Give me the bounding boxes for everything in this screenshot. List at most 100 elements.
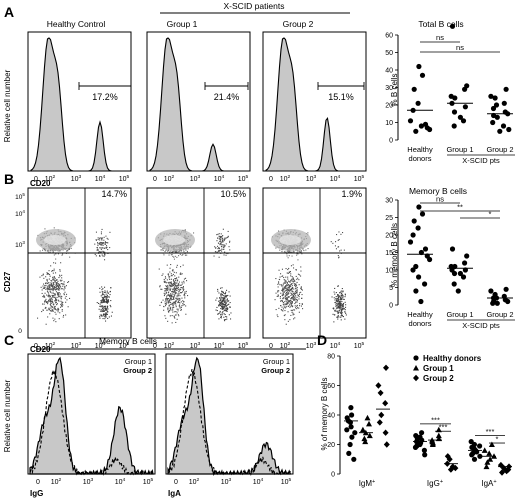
data-point-healthy bbox=[347, 441, 353, 448]
event-dot bbox=[286, 301, 288, 303]
event-dot bbox=[165, 305, 167, 307]
event-dot bbox=[64, 297, 66, 299]
event-dot bbox=[60, 298, 62, 300]
event-dot bbox=[224, 306, 226, 308]
event-dot bbox=[169, 278, 171, 280]
event-dot bbox=[105, 235, 107, 237]
event-dot bbox=[173, 298, 175, 300]
event-dot bbox=[345, 304, 347, 306]
event-dot bbox=[289, 319, 291, 321]
event-dot bbox=[298, 294, 300, 296]
event-dot bbox=[58, 318, 60, 320]
event-dot bbox=[107, 238, 109, 240]
event-dot bbox=[289, 304, 291, 306]
event-dot bbox=[47, 282, 49, 284]
event-dot bbox=[221, 312, 223, 314]
event-dot bbox=[172, 288, 174, 290]
event-dot bbox=[168, 288, 170, 290]
y-tick-label: 10 bbox=[385, 120, 393, 127]
event-dot bbox=[100, 308, 102, 310]
event-dot bbox=[331, 296, 333, 298]
event-dot bbox=[53, 308, 55, 310]
event-dot bbox=[336, 303, 338, 305]
event-dot bbox=[175, 300, 177, 302]
x-tick-label: 104 bbox=[95, 341, 106, 350]
event-dot bbox=[302, 308, 304, 310]
event-dot bbox=[220, 243, 222, 245]
event-dot bbox=[99, 305, 101, 307]
event-dot bbox=[222, 311, 224, 313]
event-dot bbox=[276, 314, 278, 316]
event-dot bbox=[95, 239, 97, 241]
event-dot bbox=[217, 242, 219, 244]
event-dot bbox=[61, 310, 63, 312]
event-dot bbox=[53, 276, 55, 278]
event-dot bbox=[287, 272, 289, 274]
event-dot bbox=[220, 233, 222, 235]
event-dot bbox=[180, 292, 182, 294]
event-dot bbox=[175, 289, 177, 291]
event-dot bbox=[219, 240, 221, 242]
event-dot bbox=[291, 293, 293, 295]
event-dot bbox=[59, 250, 61, 252]
event-dot bbox=[280, 284, 282, 286]
event-dot bbox=[52, 289, 54, 291]
event-dot bbox=[185, 305, 187, 307]
event-dot bbox=[219, 237, 221, 239]
event-dot bbox=[337, 255, 339, 257]
event-dot bbox=[218, 247, 220, 249]
event-dot bbox=[221, 297, 223, 299]
data-point-healthy bbox=[349, 434, 355, 440]
event-dot bbox=[332, 242, 334, 244]
event-dot bbox=[333, 321, 335, 323]
event-dot bbox=[56, 304, 58, 306]
event-dot bbox=[182, 303, 184, 305]
event-dot bbox=[290, 285, 292, 287]
event-dot bbox=[46, 288, 48, 290]
event-dot bbox=[101, 289, 103, 291]
event-dot bbox=[181, 283, 183, 285]
event-dot bbox=[284, 286, 286, 288]
x-tick-label: 104 bbox=[253, 477, 264, 486]
event-dot bbox=[290, 303, 292, 305]
y-tick-label: 104 bbox=[15, 209, 25, 218]
event-dot bbox=[105, 298, 107, 300]
event-dot bbox=[99, 254, 101, 256]
event-dot bbox=[342, 306, 344, 308]
event-dot bbox=[100, 300, 102, 302]
event-dot bbox=[291, 251, 293, 253]
event-dot bbox=[223, 307, 225, 309]
event-dot bbox=[169, 295, 171, 297]
event-dot bbox=[285, 276, 287, 278]
event-dot bbox=[98, 242, 100, 244]
event-dot bbox=[341, 297, 343, 299]
event-dot bbox=[335, 303, 337, 305]
event-dot bbox=[104, 316, 106, 318]
event-dot bbox=[344, 296, 346, 298]
scatter-b-cat-donors: donors bbox=[409, 319, 432, 328]
event-dot bbox=[164, 276, 166, 278]
event-dot bbox=[225, 291, 227, 293]
event-dot bbox=[52, 295, 54, 297]
event-dot bbox=[342, 295, 344, 297]
event-dot bbox=[221, 291, 223, 293]
event-dot bbox=[106, 301, 108, 303]
event-dot bbox=[166, 279, 168, 281]
event-dot bbox=[52, 307, 54, 309]
event-dot bbox=[105, 308, 107, 310]
event-dot bbox=[163, 309, 165, 311]
event-dot bbox=[170, 288, 172, 290]
event-dot bbox=[97, 249, 99, 251]
event-dot bbox=[172, 304, 174, 306]
event-dot bbox=[339, 292, 341, 294]
event-dot bbox=[54, 286, 56, 288]
event-dot bbox=[169, 310, 171, 312]
legend-label: Healthy donors bbox=[423, 354, 482, 363]
event-dot bbox=[178, 276, 180, 278]
event-dot bbox=[218, 300, 220, 302]
event-dot bbox=[170, 293, 172, 295]
event-dot bbox=[169, 298, 171, 300]
event-dot bbox=[180, 306, 182, 308]
event-dot bbox=[282, 290, 284, 292]
gate-percent: 17.2% bbox=[92, 92, 118, 102]
